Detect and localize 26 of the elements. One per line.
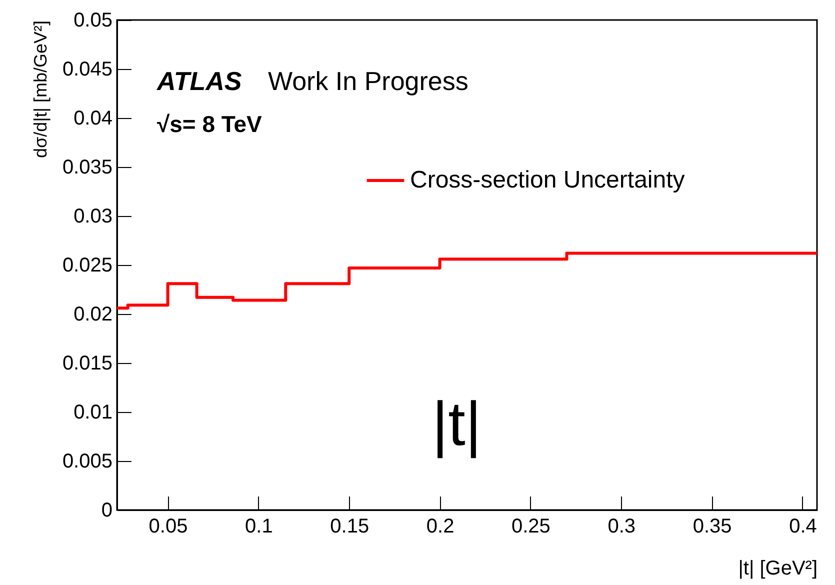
x-tick-label: 0.05 (148, 516, 188, 538)
y-tick-label: 0.045 (62, 58, 112, 80)
x-tick-label: 0.15 (330, 516, 370, 538)
x-tick-label: 0.35 (692, 516, 732, 538)
y-tick-label: 0.025 (62, 254, 112, 276)
annotation: ATLAS (156, 66, 242, 96)
annotation: |t| (432, 390, 482, 459)
annotation: Work In Progress (268, 66, 468, 96)
y-tick-label: 0.015 (62, 352, 112, 374)
y-tick-label: 0.02 (74, 304, 112, 326)
y-tick-label: 0.05 (74, 10, 112, 32)
x-tick-label: 0.4 (789, 516, 817, 538)
y-tick-label: 0.01 (74, 402, 112, 424)
legend-label: Cross-section Uncertainty (410, 166, 685, 194)
y-tick-label: 0 (101, 500, 112, 522)
y-axis-title: dσ/d|t| [mb/GeV²] (30, 20, 50, 158)
y-tick-label: 0.035 (62, 156, 112, 178)
x-tick-label: 0.2 (426, 516, 454, 538)
y-tick-label: 0.005 (62, 450, 112, 472)
x-axis-title: |t| [GeV²] (738, 558, 818, 580)
x-tick-label: 0.1 (245, 516, 273, 538)
y-tick-label: 0.03 (74, 206, 112, 228)
annotation: √s= 8 TeV (157, 111, 263, 137)
x-tick-label: 0.3 (608, 516, 636, 538)
y-tick-label: 0.04 (74, 108, 112, 130)
x-tick-label: 0.25 (512, 516, 550, 538)
